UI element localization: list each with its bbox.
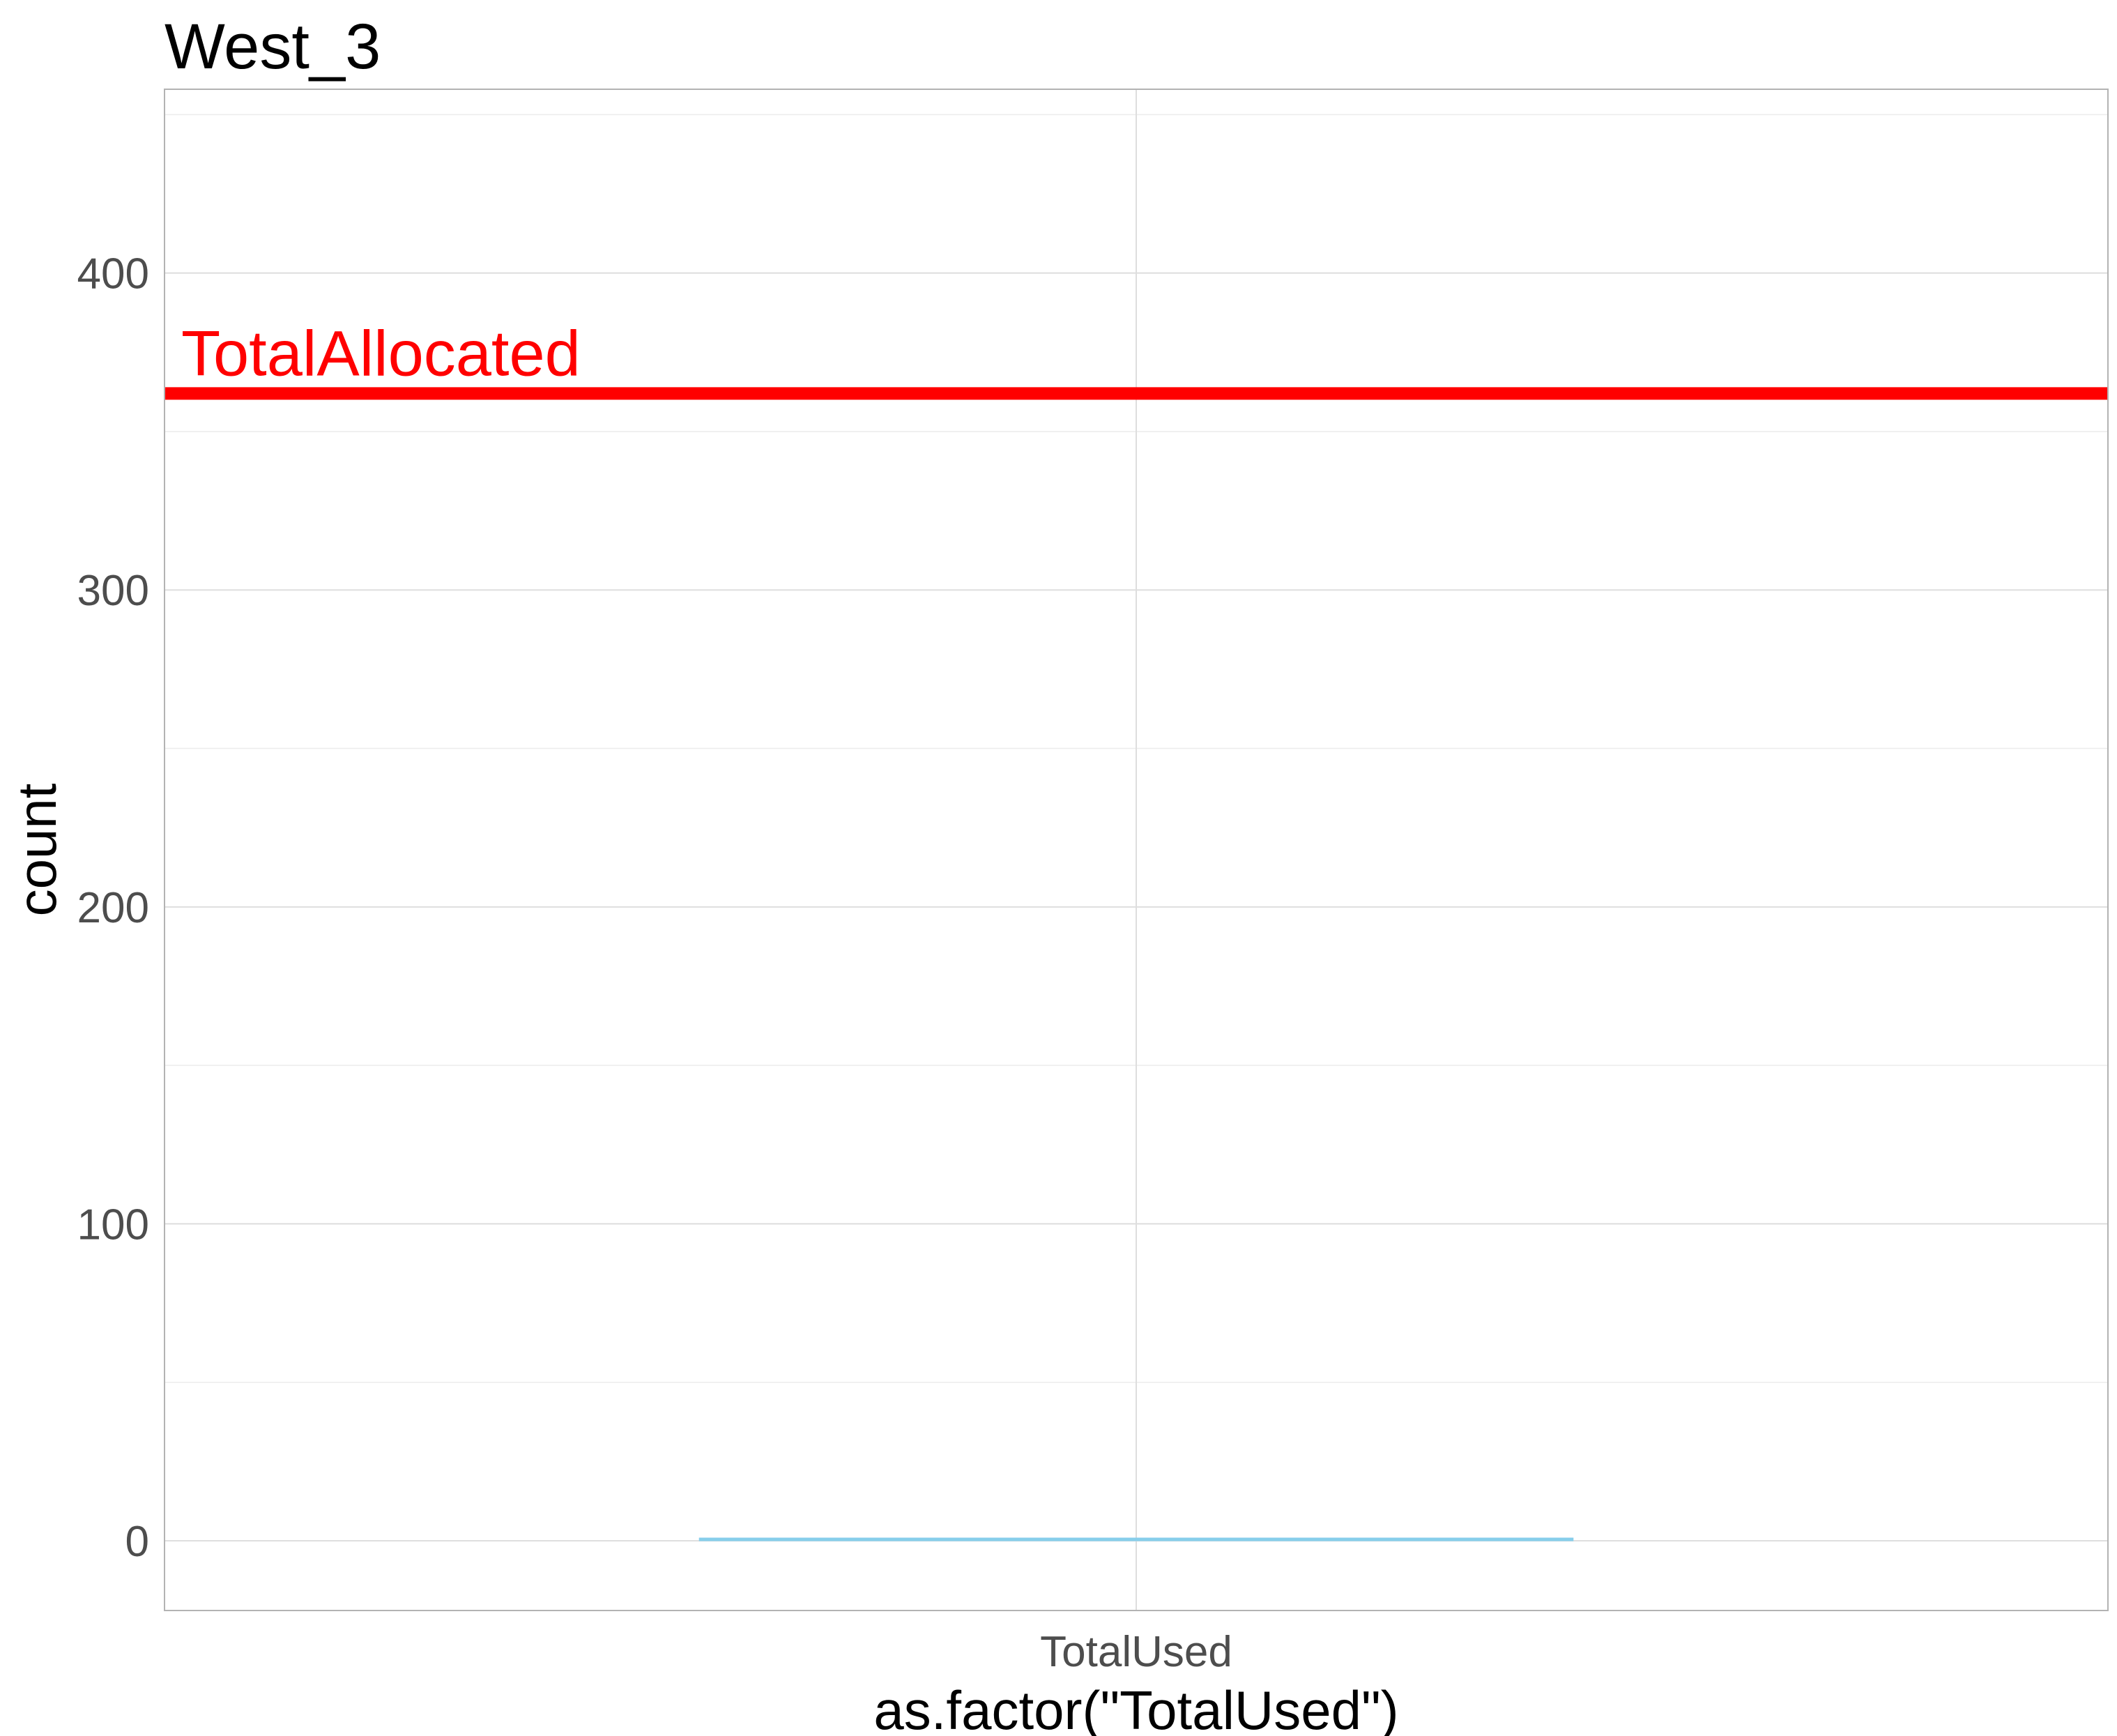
chart-title: West_3 <box>165 11 381 82</box>
y-axis-title: count <box>6 783 68 916</box>
x-axis-title: as.factor("TotalUsed") <box>873 1680 1398 1736</box>
y-tick-label: 100 <box>77 1201 149 1249</box>
total-allocated-label: TotalAllocated <box>181 318 581 389</box>
y-tick-label: 300 <box>77 567 149 615</box>
x-axis-ticks: TotalUsed <box>1040 1628 1232 1676</box>
panel-border <box>164 89 2109 1611</box>
x-tick-label: TotalUsed <box>1040 1628 1232 1676</box>
y-tick-label: 400 <box>77 250 149 298</box>
y-tick-label: 0 <box>125 1518 149 1566</box>
plot-marks: TotalAllocated <box>165 318 2108 1541</box>
grid-lines <box>165 89 2108 1611</box>
y-tick-label: 200 <box>77 884 149 932</box>
y-axis-ticks: 0 100 200 300 400 <box>77 250 149 1566</box>
